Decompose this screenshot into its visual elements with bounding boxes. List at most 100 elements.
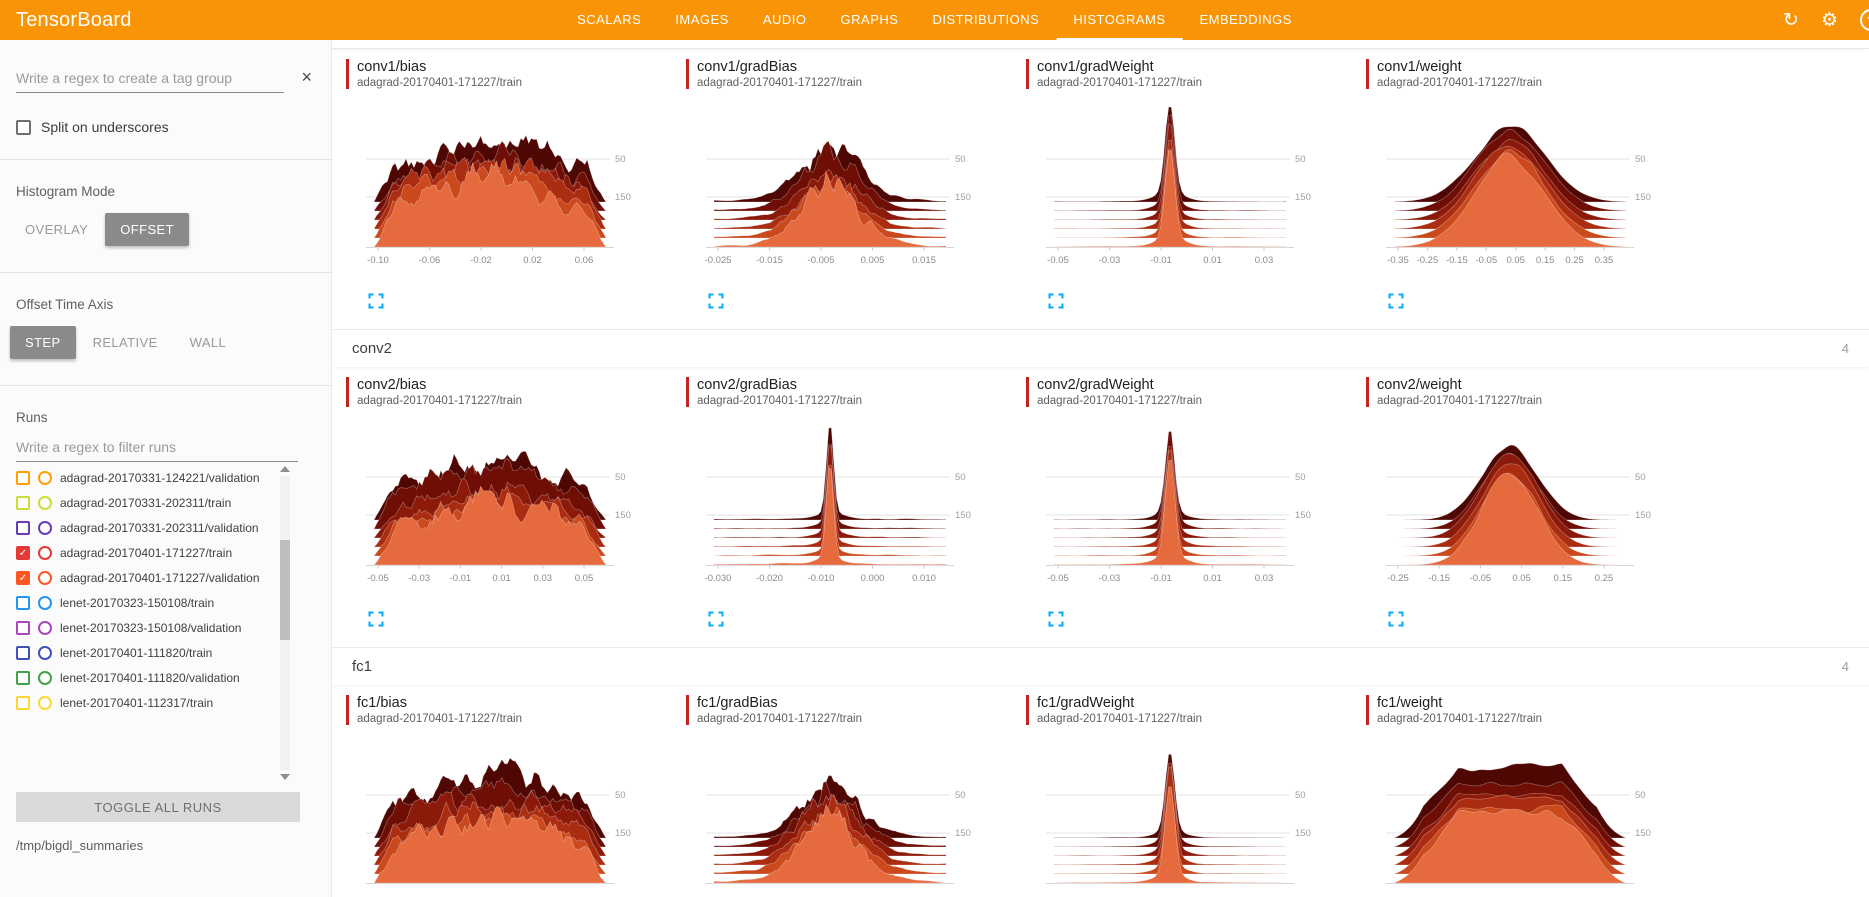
clear-icon[interactable]: × — [301, 67, 312, 87]
run-checkbox[interactable] — [16, 521, 30, 535]
run-checkbox[interactable]: ✓ — [16, 571, 30, 585]
refresh-icon[interactable]: ↻ — [1783, 9, 1799, 31]
card-title[interactable]: fc1/gradBias — [697, 695, 778, 711]
split-underscores-row[interactable]: Split on underscores — [16, 119, 315, 135]
svg-text:-0.025: -0.025 — [705, 255, 732, 266]
run-checkbox[interactable] — [16, 621, 30, 635]
scroll-down-icon[interactable] — [280, 774, 290, 780]
option-offset[interactable]: OFFSET — [105, 213, 189, 246]
histogram-chart[interactable]: 50 150 — [688, 731, 1004, 897]
run-list-item[interactable]: lenet-20170401-111820/train — [16, 641, 279, 666]
expand-icon[interactable] — [368, 293, 384, 309]
settings-icon[interactable]: ⚙ — [1820, 9, 1838, 31]
expand-icon[interactable] — [1048, 611, 1064, 627]
run-radio[interactable] — [38, 471, 52, 485]
tab-audio[interactable]: AUDIO — [762, 11, 807, 27]
svg-text:0.03: 0.03 — [1255, 573, 1274, 584]
histogram-chart[interactable]: 50 150 — [348, 731, 664, 897]
split-underscores-checkbox[interactable] — [16, 119, 31, 135]
option-overlay[interactable]: OVERLAY — [10, 213, 103, 246]
run-radio[interactable] — [38, 571, 52, 585]
tab-images[interactable]: IMAGES — [675, 11, 729, 27]
runs-filter-input[interactable] — [16, 433, 298, 462]
run-radio[interactable] — [38, 696, 52, 710]
card-title[interactable]: conv2/bias — [357, 377, 427, 393]
section-header[interactable]: fc1 4 — [332, 647, 1869, 685]
run-list-item[interactable]: lenet-20170401-112317/train — [16, 691, 279, 716]
run-list-item[interactable]: lenet-20170323-150108/train — [16, 591, 279, 616]
svg-text:-0.030: -0.030 — [705, 573, 732, 584]
option-step[interactable]: STEP — [10, 326, 76, 359]
run-list-item[interactable]: ✓ adagrad-20170401-171227/train — [16, 541, 279, 566]
expand-icon[interactable] — [708, 293, 724, 309]
histogram-chart[interactable]: -0.35 -0.25 -0.15 -0.05 0.05 0.15 0.25 0.35 50 15… — [1368, 95, 1684, 291]
runs-scrollbar[interactable] — [279, 466, 291, 780]
tag-regex-input[interactable] — [16, 64, 284, 93]
run-checkbox[interactable] — [16, 596, 30, 610]
scroll-up-icon[interactable] — [280, 466, 290, 472]
run-list-item[interactable]: lenet-20170323-150108/validation — [16, 616, 279, 641]
option-relative[interactable]: RELATIVE — [78, 326, 173, 359]
run-checkbox[interactable] — [16, 471, 30, 485]
run-radio[interactable] — [38, 496, 52, 510]
run-checkbox[interactable] — [16, 646, 30, 660]
svg-text:0.25: 0.25 — [1565, 255, 1584, 266]
histogram-chart[interactable]: -0.25 -0.15 -0.05 0.05 0.15 0.25 50 150 — [1368, 413, 1684, 609]
run-radio[interactable] — [38, 621, 52, 635]
svg-text:150: 150 — [1295, 192, 1311, 203]
runs-items: adagrad-20170331-124221/validation adagra… — [16, 466, 279, 716]
run-radio[interactable] — [38, 671, 52, 685]
card-title[interactable]: conv2/gradBias — [697, 377, 797, 393]
histogram-chart[interactable]: -0.05 -0.03 -0.01 0.01 0.03 0.05 50 150 — [348, 413, 664, 609]
card-run-label: adagrad-20170401-171227/train — [357, 77, 522, 89]
tab-distributions[interactable]: DISTRIBUTIONS — [932, 11, 1040, 27]
option-wall[interactable]: WALL — [175, 326, 242, 359]
histogram-chart[interactable]: -0.10 -0.06 -0.02 0.02 0.06 50 150 — [348, 95, 664, 291]
expand-icon[interactable] — [1388, 611, 1404, 627]
run-radio[interactable] — [38, 596, 52, 610]
card-run-label: adagrad-20170401-171227/train — [357, 395, 522, 407]
histogram-chart[interactable]: 50 150 — [1368, 731, 1684, 897]
card-title[interactable]: conv2/weight — [1377, 377, 1462, 393]
histogram-chart[interactable]: -0.030 -0.020 -0.010 0.000 0.010 50 150 — [688, 413, 1004, 609]
run-checkbox[interactable] — [16, 671, 30, 685]
run-list-item[interactable]: adagrad-20170331-124221/validation — [16, 466, 279, 491]
svg-text:-0.03: -0.03 — [1099, 255, 1121, 266]
run-list-item[interactable]: adagrad-20170331-202311/validation — [16, 516, 279, 541]
run-radio[interactable] — [38, 546, 52, 560]
card-title[interactable]: conv1/gradBias — [697, 59, 797, 75]
scrollbar-thumb[interactable] — [280, 540, 290, 640]
run-radio[interactable] — [38, 521, 52, 535]
histogram-chart[interactable]: -0.05 -0.03 -0.01 0.01 0.03 50 150 — [1028, 413, 1344, 609]
run-checkbox[interactable] — [16, 496, 30, 510]
run-radio[interactable] — [38, 646, 52, 660]
run-checkbox[interactable] — [16, 696, 30, 710]
card-title[interactable]: conv1/weight — [1377, 59, 1462, 75]
run-list-item[interactable]: adagrad-20170331-202311/train — [16, 491, 279, 516]
card-title[interactable]: conv1/bias — [357, 59, 427, 75]
expand-icon[interactable] — [1388, 293, 1404, 309]
card-title[interactable]: fc1/bias — [357, 695, 407, 711]
expand-icon[interactable] — [1048, 293, 1064, 309]
help-icon[interactable]: ? — [1860, 9, 1869, 31]
histogram-card: fc1/bias adagrad-20170401-171227/train 50 1… — [346, 695, 680, 897]
card-title[interactable]: conv2/gradWeight — [1037, 377, 1154, 393]
section-header[interactable]: conv2 4 — [332, 329, 1869, 367]
section-fc1: fc1 4 fc1/bias adagrad-20170401-171227/trai… — [332, 647, 1869, 897]
run-checkbox[interactable]: ✓ — [16, 546, 30, 560]
tab-embeddings[interactable]: EMBEDDINGS — [1199, 11, 1292, 27]
tab-scalars[interactable]: SCALARS — [577, 11, 642, 27]
run-list-item[interactable]: lenet-20170401-111820/validation — [16, 666, 279, 691]
histogram-chart[interactable]: -0.05 -0.03 -0.01 0.01 0.03 50 150 — [1028, 95, 1344, 291]
tab-histograms[interactable]: HISTOGRAMS — [1056, 0, 1183, 40]
histogram-chart[interactable]: 50 150 — [1028, 731, 1344, 897]
histogram-chart[interactable]: -0.025 -0.015 -0.005 0.005 0.015 50 150 — [688, 95, 1004, 291]
tab-graphs[interactable]: GRAPHS — [840, 11, 899, 27]
card-title[interactable]: fc1/weight — [1377, 695, 1443, 711]
run-list-item[interactable]: ✓ adagrad-20170401-171227/validation — [16, 566, 279, 591]
card-title[interactable]: conv1/gradWeight — [1037, 59, 1154, 75]
card-title[interactable]: fc1/gradWeight — [1037, 695, 1135, 711]
expand-icon[interactable] — [368, 611, 384, 627]
toggle-all-runs-button[interactable]: TOGGLE ALL RUNS — [16, 792, 300, 822]
expand-icon[interactable] — [708, 611, 724, 627]
